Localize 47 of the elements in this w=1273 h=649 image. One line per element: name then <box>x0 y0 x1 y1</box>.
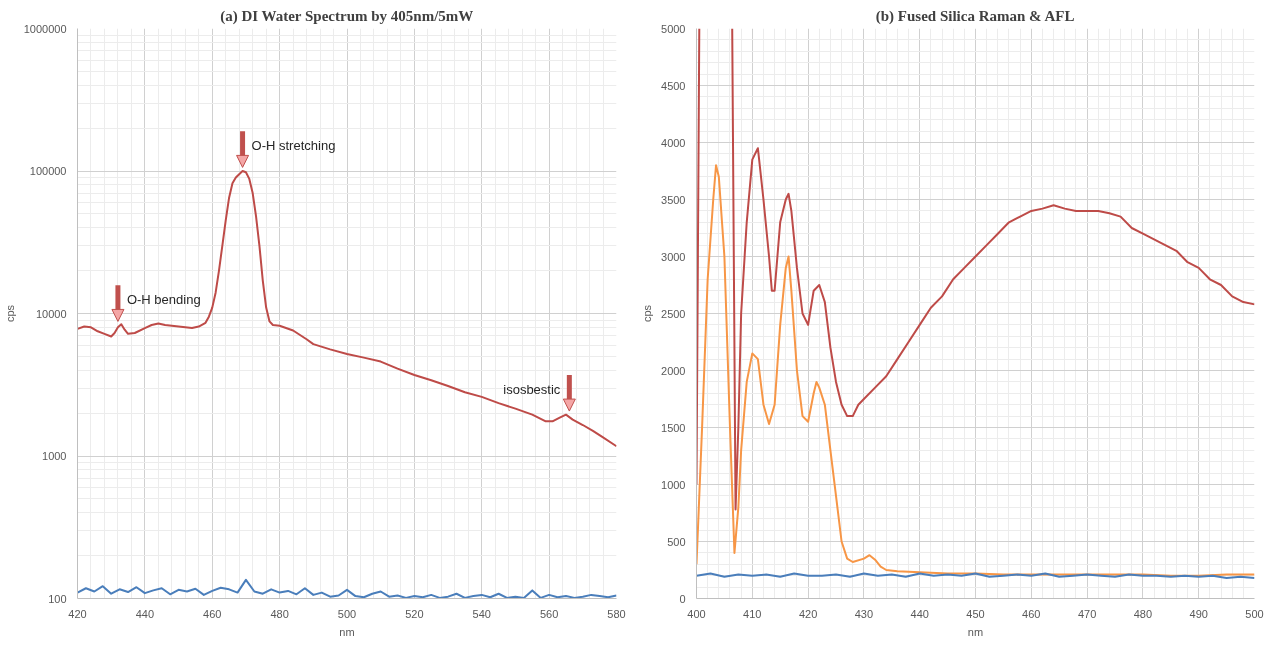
y-tick-label: 5000 <box>661 22 686 35</box>
y-tick-label: 0 <box>679 592 686 605</box>
x-tick-label: 420 <box>68 607 87 620</box>
x-tick-label: 500 <box>1245 607 1264 620</box>
x-tick-label: 500 <box>337 607 357 620</box>
y-tick-label: 4000 <box>661 136 686 149</box>
chart-title: (b) Fused Silica Raman & AFL <box>875 7 1075 25</box>
y-tick-label: 10000 <box>35 307 67 320</box>
x-axis-title: nm <box>339 625 355 638</box>
x-tick-label: 480 <box>270 607 289 620</box>
x-tick-label: 410 <box>743 607 762 620</box>
y-tick-label: 1000000 <box>23 22 67 35</box>
x-tick-label: 440 <box>135 607 155 620</box>
y-tick-label: 100 <box>48 592 67 605</box>
y-tick-label: 2500 <box>661 307 686 320</box>
chart-title: (a) DI Water Spectrum by 405nm/5mW <box>220 7 474 25</box>
x-axis-title: nm <box>967 625 984 638</box>
x-tick-label: 440 <box>910 607 929 620</box>
y-tick-label: 1000 <box>661 478 686 491</box>
annotation: O-H stretching <box>251 138 336 154</box>
y-tick-label: 1500 <box>661 421 686 434</box>
x-tick-label: 400 <box>687 607 706 620</box>
x-tick-label: 460 <box>203 607 222 620</box>
x-tick-label: 470 <box>1077 607 1097 620</box>
x-tick-label: 430 <box>854 607 874 620</box>
y-tick-label: 3500 <box>661 193 686 206</box>
y-tick-label: 2000 <box>661 364 686 377</box>
y-tick-label: 1000 <box>42 450 67 462</box>
annotation: O-H bending <box>126 292 201 308</box>
x-tick-label: 450 <box>966 607 985 620</box>
x-tick-label: 420 <box>798 607 818 620</box>
x-tick-label: 580 <box>607 607 626 620</box>
y-tick-label: 4500 <box>661 79 686 92</box>
y-axis-title: cps <box>3 304 16 323</box>
x-tick-label: 540 <box>472 607 491 620</box>
y-tick-label: 100000 <box>29 165 67 177</box>
x-tick-label: 560 <box>539 607 559 620</box>
annotation: isosbestic <box>503 382 561 398</box>
y-tick-label: 3000 <box>661 250 686 263</box>
y-axis-title: cps <box>641 304 654 323</box>
line-series <box>696 164 1255 577</box>
line-series <box>77 170 617 448</box>
x-tick-label: 520 <box>405 607 424 620</box>
y-tick-label: 500 <box>667 535 686 548</box>
x-tick-label: 480 <box>1133 607 1153 620</box>
x-tick-label: 490 <box>1189 607 1208 620</box>
x-tick-label: 460 <box>1022 607 1041 620</box>
